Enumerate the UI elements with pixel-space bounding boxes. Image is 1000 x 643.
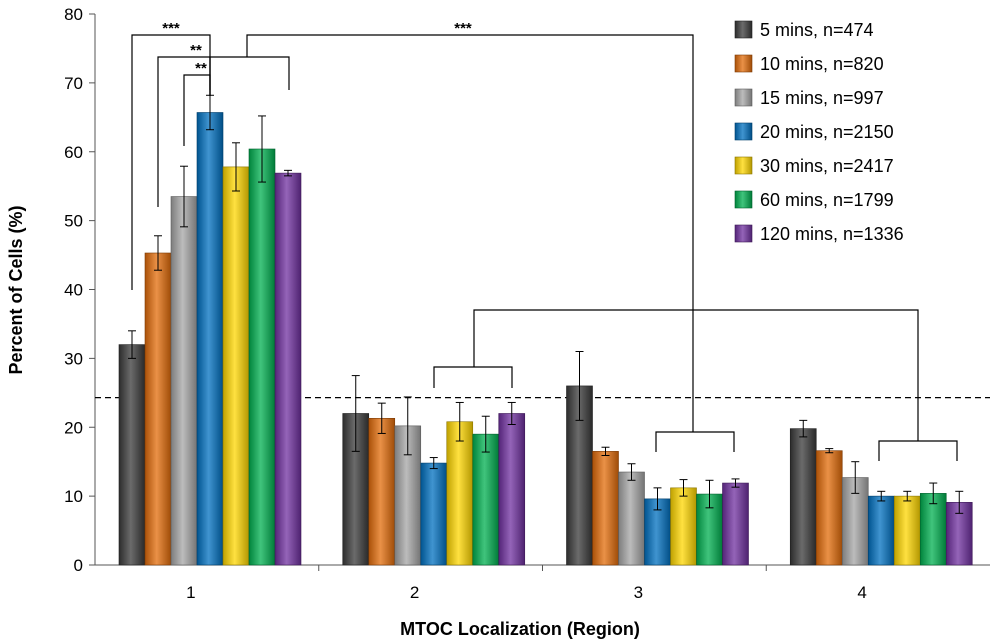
bar (420, 462, 448, 566)
x-tick-label: 3 (634, 583, 643, 602)
bar (196, 112, 224, 566)
significance-label: *** (162, 20, 180, 37)
bracket-region1-late (209, 56, 290, 90)
legend-label: 15 mins, n=997 (760, 88, 884, 108)
x-tick-label: 4 (857, 583, 866, 602)
bar (670, 487, 697, 566)
x-axis-title: MTOC Localization (Region) (400, 619, 640, 639)
x-tick-label: 2 (410, 583, 419, 602)
bar (867, 495, 895, 566)
bar (446, 421, 474, 566)
bar (722, 482, 749, 566)
y-axis: 0 10 20 30 40 50 60 70 80 1 2 3 4 (64, 5, 990, 602)
significance-label: ** (195, 60, 207, 77)
y-tick-label: 30 (64, 349, 83, 368)
legend-label: 5 mins, n=474 (760, 20, 874, 40)
bracket-region4-late (878, 440, 958, 461)
y-tick-label: 70 (64, 74, 83, 93)
bracket-region2 (433, 366, 513, 388)
significance-label: *** (454, 20, 472, 37)
y-tick-label: 10 (64, 487, 83, 506)
bar (274, 172, 302, 566)
y-tick-label: 80 (64, 5, 83, 24)
legend-label: 120 mins, n=1336 (760, 224, 904, 244)
legend: 5 mins, n=474 10 mins, n=820 15 mins, n=99… (734, 20, 904, 244)
legend-swatch (734, 54, 753, 73)
bar (170, 196, 198, 566)
legend-swatch (734, 224, 753, 243)
bar (618, 471, 645, 566)
legend-swatch (734, 20, 753, 39)
significance-label: ** (190, 42, 202, 59)
y-tick-label: 20 (64, 418, 83, 437)
legend-swatch (734, 190, 753, 209)
y-tick-label: 60 (64, 143, 83, 162)
x-tick-label: 1 (186, 583, 195, 602)
bar (368, 417, 396, 566)
y-tick-label: 40 (64, 281, 83, 300)
bar (815, 450, 843, 566)
y-tick-label: 50 (64, 212, 83, 231)
legend-swatch (734, 156, 753, 175)
bar (498, 413, 526, 566)
bar (592, 451, 619, 566)
bar (919, 493, 947, 566)
significance-brackets: ********** (131, 20, 958, 461)
bars (118, 94, 973, 566)
bracket-region1-vs-region3 (246, 34, 694, 432)
y-axis-title: Percent of Cells (%) (6, 205, 26, 374)
legend-label: 30 mins, n=2417 (760, 156, 894, 176)
bar (472, 433, 500, 566)
bracket-region3-late (655, 431, 735, 452)
bracket-region2-vs-region4 (473, 309, 919, 441)
legend-label: 20 mins, n=2150 (760, 122, 894, 142)
bar (222, 166, 250, 566)
bar (893, 495, 921, 566)
bar (144, 252, 172, 566)
y-tick-label: 0 (74, 556, 83, 575)
legend-label: 60 mins, n=1799 (760, 190, 894, 210)
legend-label: 10 mins, n=820 (760, 54, 884, 74)
bar (248, 148, 276, 566)
legend-swatch (734, 88, 753, 107)
legend-swatch (734, 122, 753, 141)
bar (118, 344, 146, 566)
bar (789, 428, 817, 566)
